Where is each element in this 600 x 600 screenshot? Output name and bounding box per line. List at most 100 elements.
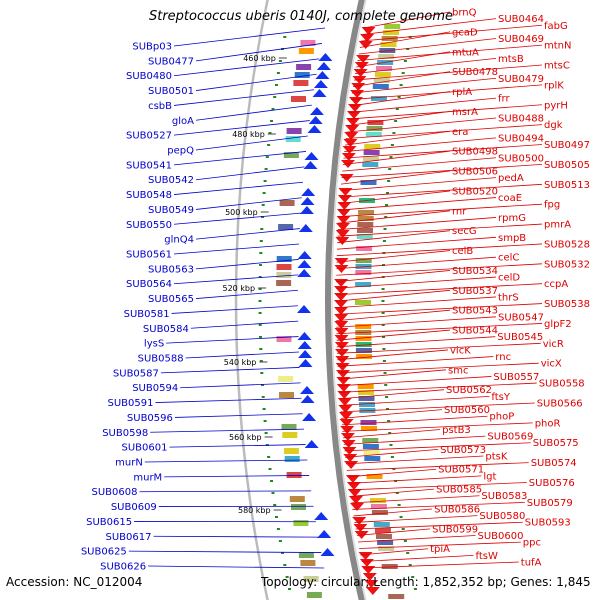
plus-gene-leader <box>355 57 497 74</box>
minus-gene-leader <box>173 58 320 77</box>
plus-gene-label: SUB0585 <box>436 485 482 496</box>
plus-class-block <box>355 324 372 329</box>
outer-guide-dot <box>397 504 401 506</box>
inner-guide-dot <box>285 576 289 578</box>
plus-gene-leader <box>340 177 497 192</box>
scale-tick-label: 520 kbp <box>222 284 255 293</box>
minus-class-block <box>286 472 302 478</box>
plus-gene-label: brnQ <box>452 8 477 19</box>
minus-class-block <box>279 392 294 398</box>
inner-guide-dot <box>270 480 273 482</box>
plus-gene-leader <box>336 270 451 283</box>
minus-class-block <box>294 72 310 78</box>
outer-guide-dot <box>382 336 385 338</box>
outer-guide-dot <box>394 120 398 122</box>
plus-gene-leader <box>357 44 543 61</box>
inner-guide-dot <box>268 132 272 134</box>
plus-gene-leader <box>348 475 482 484</box>
plus-gene-label: pmrA <box>544 220 571 231</box>
inner-guide-dot <box>262 408 266 410</box>
plus-class-block <box>388 594 405 599</box>
outer-guide-dot <box>384 384 388 386</box>
inner-guide-dot <box>273 96 277 98</box>
outer-guide-dot <box>392 468 396 470</box>
plus-class-block <box>380 42 397 47</box>
minus-gene-leader <box>195 135 308 151</box>
inner-guide-dot <box>267 456 271 458</box>
outer-guide-dot <box>385 204 389 206</box>
outer-guide-dot <box>390 456 394 458</box>
minus-gene-label: SUB0565 <box>148 294 194 305</box>
minus-gene-label: SUB0587 <box>113 368 159 379</box>
plus-gene-label: SUB0464 <box>498 14 544 25</box>
plus-class-block <box>366 126 383 131</box>
minus-class-block <box>278 376 294 382</box>
plus-class-block <box>373 78 390 83</box>
minus-gene-leader <box>195 197 302 210</box>
plus-strand-feature <box>359 559 374 567</box>
inner-guide-dot <box>261 384 264 386</box>
inner-guide-dot <box>258 300 262 302</box>
plus-gene-label: smc <box>448 365 468 376</box>
plus-strand-feature <box>347 489 362 497</box>
plus-gene-label: dgk <box>544 120 563 131</box>
plus-strand-feature <box>342 146 357 154</box>
plus-gene-leader <box>345 124 543 140</box>
inner-guide-dot <box>263 420 267 422</box>
plus-strand-feature <box>338 405 353 413</box>
plus-class-block <box>360 420 377 425</box>
plus-gene-label: SUB0560 <box>444 405 490 416</box>
plus-class-block <box>357 228 373 233</box>
minus-gene-leader <box>171 305 299 314</box>
plus-gene-label: vicX <box>541 359 562 370</box>
minus-gene-leader <box>150 428 305 433</box>
outer-guide-dot <box>384 216 388 218</box>
inner-guide-dot <box>276 528 280 530</box>
minus-strand-feature <box>300 386 314 394</box>
plus-strand-feature <box>340 433 355 441</box>
plus-gene-leader <box>361 554 474 562</box>
outer-guide-dot <box>385 396 389 398</box>
plus-gene-label: SUB0580 <box>479 511 525 522</box>
plus-strand-feature <box>358 41 373 49</box>
plus-strand-feature <box>334 342 349 350</box>
outer-guide-dot <box>381 288 385 290</box>
scale-tick-label: 580 kbp <box>238 506 271 515</box>
outer-guide-dot <box>389 444 393 446</box>
minus-class-block <box>303 576 319 582</box>
minus-strand-feature <box>303 161 318 169</box>
plus-gene-leader <box>335 289 451 302</box>
plus-gene-leader <box>342 422 533 432</box>
plus-gene-leader <box>344 137 497 153</box>
outer-guide-dot <box>381 312 385 314</box>
plus-gene-leader <box>337 230 451 244</box>
map-title: Streptococcus uberis 0140J, complete gen… <box>149 9 453 24</box>
plus-strand-feature <box>353 524 368 532</box>
plus-gene-leader <box>343 435 486 445</box>
plus-class-block <box>381 564 398 569</box>
minus-gene-leader <box>195 259 299 270</box>
minus-gene-label: SUB0480 <box>126 71 172 82</box>
inner-guide-dot <box>268 468 272 470</box>
plus-strand-feature <box>365 587 380 595</box>
plus-strand-feature <box>344 132 359 140</box>
label-leaders <box>128 11 543 569</box>
inner-guide-dot <box>271 108 275 110</box>
plus-strand-feature <box>361 27 376 35</box>
plus-gene-label: SUB0538 <box>544 299 590 310</box>
plus-gene-leader <box>343 144 543 159</box>
plus-gene-leader <box>361 24 543 42</box>
plus-gene-label: SUB0497 <box>544 140 590 151</box>
minus-class-block <box>291 504 306 510</box>
plus-gene-leader <box>339 382 537 393</box>
plus-gene-label: smpB <box>498 233 526 244</box>
plus-class-block <box>361 426 377 431</box>
plus-gene-leader <box>350 488 435 497</box>
plus-gene-leader <box>336 276 497 289</box>
plus-class-block <box>366 474 383 479</box>
plus-gene-leader <box>338 197 497 211</box>
plus-strand-feature <box>345 125 360 133</box>
minus-strand-feature <box>297 341 312 349</box>
plus-gene-leader <box>349 97 497 113</box>
plus-gene-label: era <box>452 127 468 138</box>
